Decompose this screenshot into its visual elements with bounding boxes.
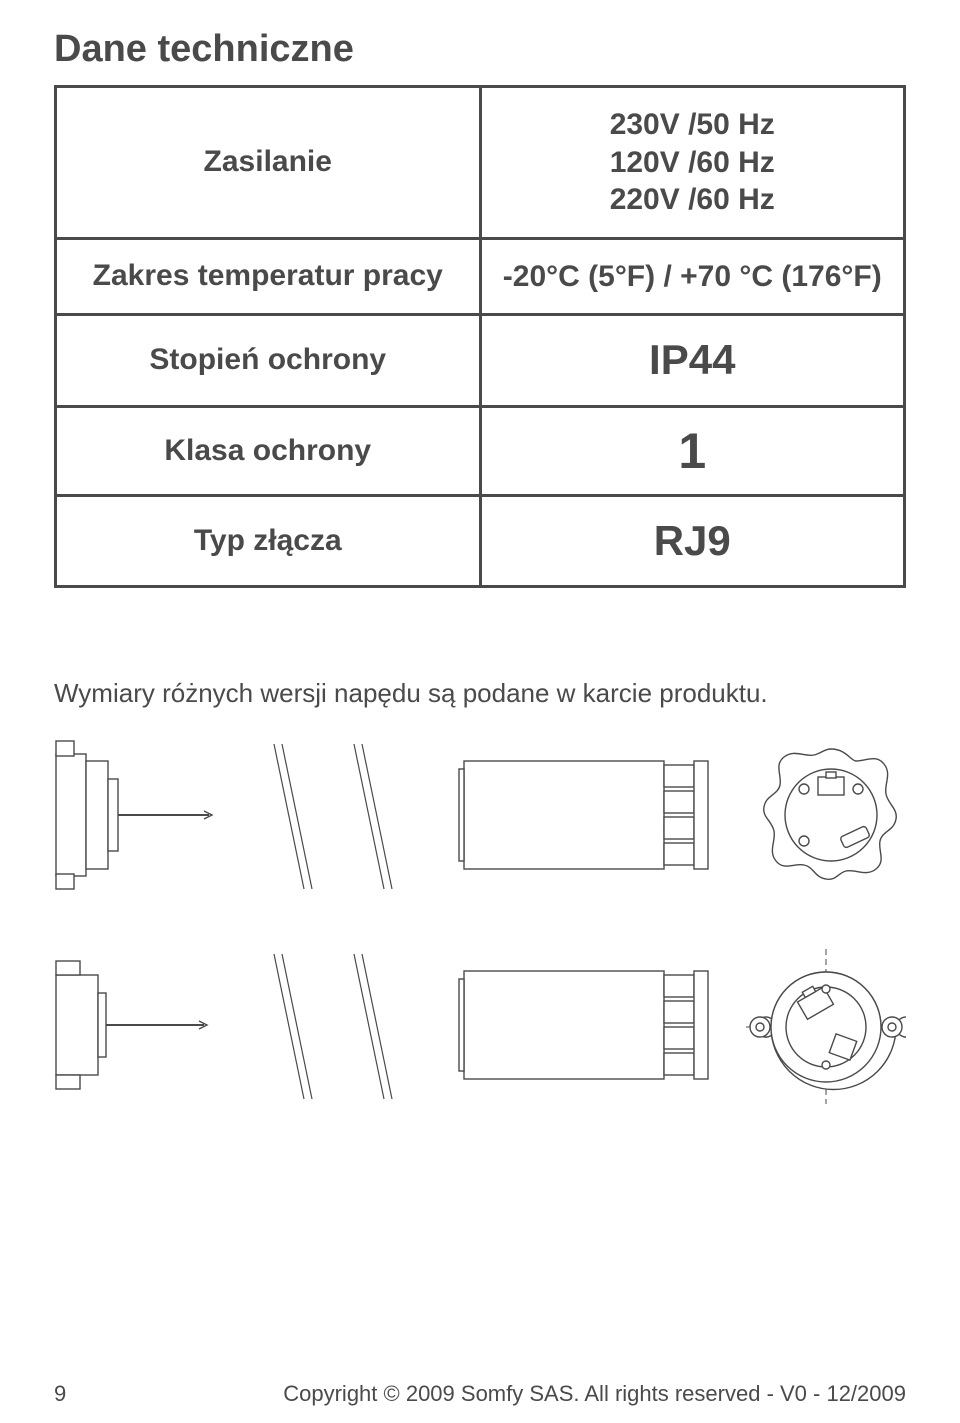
motor-end-view-2 (746, 949, 906, 1104)
spec-value: IP44 (480, 315, 905, 407)
diagram-row-1 (54, 739, 906, 894)
spec-label: Klasa ochrony (56, 406, 481, 495)
spec-label: Stopień ochrony (56, 315, 481, 407)
motor-side-view-2 (54, 949, 714, 1104)
spec-label: Typ złącza (56, 495, 481, 587)
dimensions-caption: Wymiary różnych wersji napędu są podane … (54, 678, 906, 709)
page-title: Dane techniczne (54, 28, 906, 71)
page-footer: 9 Copyright © 2009 Somfy SAS. All rights… (54, 1381, 906, 1407)
spec-label: Zasilanie (56, 87, 481, 239)
spec-table: Zasilanie230V /50 Hz120V /60 Hz220V /60 … (54, 85, 906, 588)
table-row: Stopień ochronyIP44 (56, 315, 905, 407)
spec-value: 1 (480, 406, 905, 495)
spec-label: Zakres temperatur pracy (56, 238, 481, 315)
page-number: 9 (54, 1381, 66, 1407)
spec-value: RJ9 (480, 495, 905, 587)
table-row: Zasilanie230V /50 Hz120V /60 Hz220V /60 … (56, 87, 905, 239)
table-row: Klasa ochrony1 (56, 406, 905, 495)
table-row: Typ złączaRJ9 (56, 495, 905, 587)
motor-diagrams (54, 739, 906, 1104)
table-row: Zakres temperatur pracy-20°C (5°F) / +70… (56, 238, 905, 315)
motor-side-view-1 (54, 739, 714, 894)
motor-end-view-1 (756, 739, 906, 894)
copyright-text: Copyright © 2009 Somfy SAS. All rights r… (283, 1381, 906, 1407)
spec-value: -20°C (5°F) / +70 °C (176°F) (480, 238, 905, 315)
diagram-row-2 (54, 949, 906, 1104)
spec-value: 230V /50 Hz120V /60 Hz220V /60 Hz (480, 87, 905, 239)
